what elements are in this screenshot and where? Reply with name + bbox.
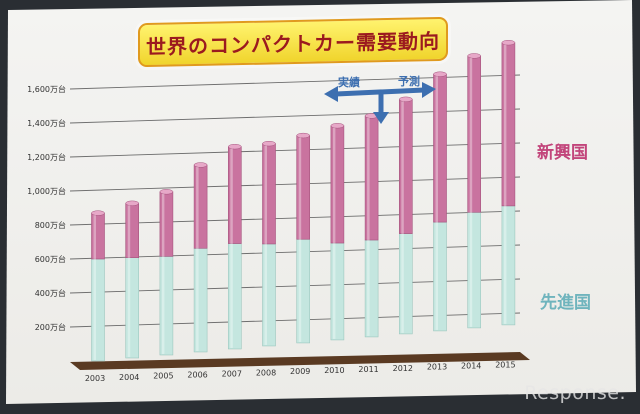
bar-cap [91,210,105,216]
bar-cap [296,132,310,139]
divider-arrow-head [373,112,389,124]
bar-emerging [330,125,345,244]
bar-cap [399,96,413,102]
bar-highlight [161,193,165,354]
chart-floor [70,352,530,370]
bar-emerging [433,73,447,223]
bar-cap [228,144,242,150]
bars [91,40,516,362]
actual-label: 実績 [338,76,360,89]
bar-developed [125,257,139,359]
y-tick-label: 400万台 [35,288,66,298]
bar-emerging [501,42,516,207]
forecast-label: 予測 [398,75,420,88]
bar-emerging [91,212,105,260]
x-tick-label: 2006 [187,371,207,380]
legend-emerging: 新興国 [537,143,588,163]
x-tick-label: 2003 [85,374,105,383]
y-tick-label: 200万台 [35,322,66,332]
bar-cap [433,71,447,77]
bar-emerging [262,143,276,245]
bar-developed [501,205,516,326]
bar-cap [262,141,276,147]
x-tick-label: 2015 [495,360,515,369]
x-tick-label: 2013 [427,363,447,372]
x-tick-label: 2011 [358,365,378,374]
chart-title-box: 世界のコンパクトカー需要動向 [138,16,448,68]
y-tick-label: 800万台 [35,220,66,230]
bar-highlight [264,145,267,345]
x-tick-label: 2005 [153,372,173,381]
x-tick-label: 2007 [222,369,242,378]
x-tick-label: 2008 [256,368,276,377]
bar-cap [125,200,139,206]
bar-emerging [467,55,482,213]
bar-cap [467,53,481,59]
bar-emerging [398,99,413,234]
bar-developed [296,238,311,344]
x-axis-labels: 2003 2004 2005 2006 2007 2008 2009 2010 2011 2012… [85,360,516,383]
x-tick-label: 2004 [119,373,139,382]
chart-title: 世界のコンパクトカー需要動向 [146,28,440,59]
bar-highlight [401,101,404,333]
bar-highlight [332,127,336,339]
bar-developed [398,233,413,335]
y-axis-labels: 200万台 400万台 600万台 800万台 1,000万台 1,200万台 1,400万… [27,84,66,332]
y-tick-label: 1,200万台 [27,152,66,162]
bar-developed [364,239,379,338]
x-tick-label: 2010 [324,366,344,375]
bar-developed [228,243,242,350]
bar-developed [91,258,105,362]
actual-forecast-arrow [324,82,436,124]
bar-developed [330,242,345,341]
bar-highlight [196,166,199,351]
arrow-head-right [422,82,436,98]
bar-developed [262,243,276,347]
bar-emerging [125,202,139,258]
bar-highlight [503,44,507,324]
watermark-logo: Response. [524,382,626,404]
bar-highlight [127,205,131,357]
x-tick-label: 2012 [393,364,413,373]
bar-developed [159,256,174,356]
x-tick-label: 2014 [461,362,481,371]
y-tick-label: 1,600万台 [27,84,66,94]
x-tick-label: 2009 [290,367,310,376]
bar-highlight [435,76,438,330]
bar-cap [159,189,174,195]
bar-highlight [298,137,302,342]
bar-cap [193,162,208,168]
bar-developed [467,211,482,329]
bar-emerging [296,135,311,240]
arrow-head-left [324,86,338,102]
bar-highlight [230,148,233,348]
bar-emerging [364,115,379,241]
bar-developed [433,221,447,332]
bar-highlight [469,57,473,327]
y-tick-label: 1,400万台 [27,118,66,128]
bar-cap [330,123,345,129]
bar-emerging [228,146,242,244]
bar-emerging [159,191,174,257]
legend-developed: 先進国 [540,293,591,313]
bar-highlight [93,215,96,360]
bar-cap [501,40,516,46]
bar-emerging [193,164,208,249]
bar-highlight [367,117,370,336]
y-tick-label: 1,000万台 [27,186,66,196]
y-tick-label: 600万台 [35,254,66,264]
bar-developed [193,247,208,353]
